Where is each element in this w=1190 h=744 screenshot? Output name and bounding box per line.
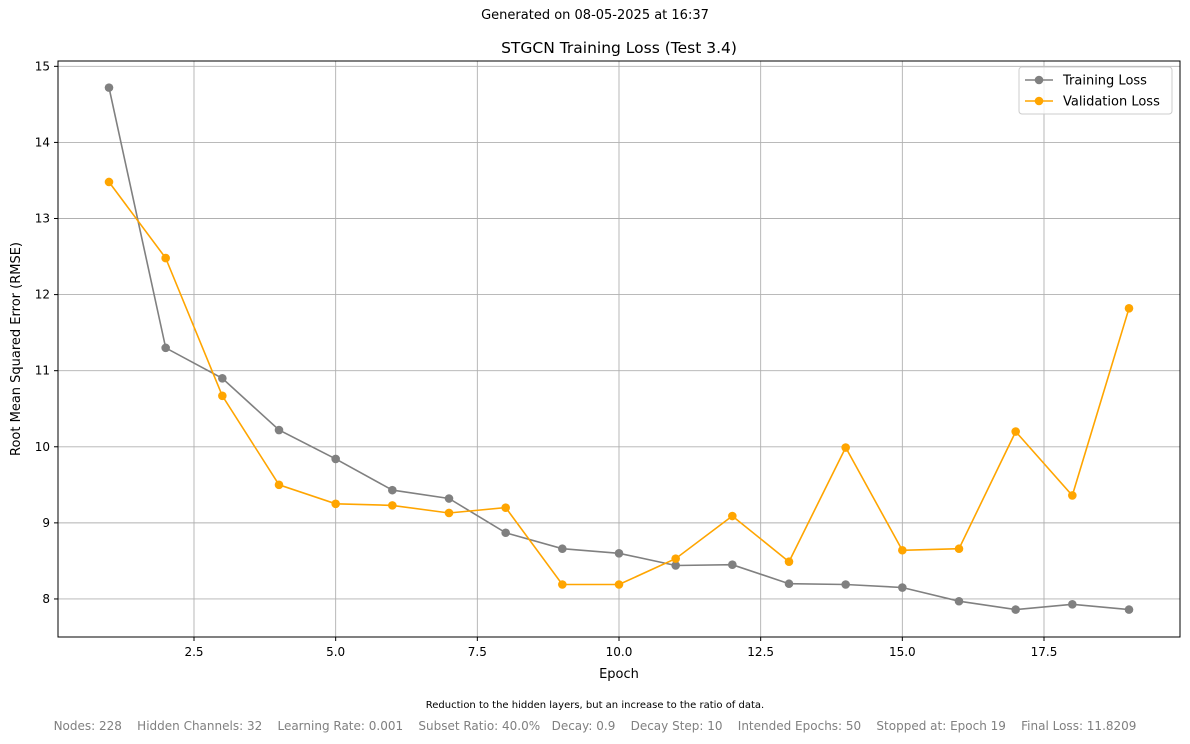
- data-point-validation: [841, 443, 850, 452]
- data-point-validation: [501, 503, 510, 512]
- y-axis-label: Root Mean Squared Error (RMSE): [9, 242, 24, 456]
- x-axis-label: Epoch: [599, 667, 639, 682]
- data-point-validation: [161, 253, 170, 263]
- data-point-training: [388, 485, 397, 495]
- x-tick-label: 7.5: [468, 645, 487, 659]
- data-point-validation: [331, 499, 340, 509]
- data-point-validation: [671, 554, 680, 563]
- data-point-training: [1068, 599, 1077, 609]
- legend-box: [1018, 66, 1173, 115]
- y-tick-label: 13: [35, 212, 50, 226]
- data-point-validation: [1068, 491, 1077, 500]
- data-point-training: [1124, 605, 1134, 614]
- data-point-validation: [388, 501, 397, 510]
- data-point-training: [104, 83, 114, 92]
- data-point-training: [274, 425, 284, 435]
- generated-timestamp: Generated on 08-05-2025 at 16:37: [481, 8, 709, 23]
- y-tick-label: 10: [35, 440, 50, 454]
- data-point-training: [841, 580, 850, 589]
- y-tick-label: 9: [42, 516, 50, 530]
- x-tick-label: 12.5: [747, 645, 774, 659]
- run-description: Reduction to the hidden layers, but an i…: [425, 700, 765, 711]
- x-tick-label: 10.0: [606, 645, 633, 659]
- y-tick-label: 11: [35, 364, 50, 378]
- legend-label-validation: Validation Loss: [1063, 95, 1160, 110]
- data-point-training: [444, 494, 454, 503]
- data-point-training: [218, 373, 227, 383]
- y-tick-label: 15: [35, 59, 50, 73]
- legend-label-training: Training Loss: [1062, 74, 1147, 89]
- x-tick-label: 2.5: [184, 645, 203, 659]
- x-tick-label: 5.0: [326, 645, 345, 659]
- run-parameters-footer: Nodes: 228 Hidden Channels: 32 Learning …: [53, 719, 1137, 733]
- data-point-validation: [898, 545, 907, 555]
- y-tick-label: 14: [35, 135, 50, 149]
- data-point-training: [671, 561, 680, 570]
- chart-title: STGCN Training Loss (Test 3.4): [501, 39, 737, 57]
- y-tick-label: 8: [42, 592, 50, 606]
- data-point-training: [954, 596, 964, 606]
- data-point-validation: [1124, 303, 1134, 313]
- data-point-validation: [1011, 427, 1020, 436]
- data-point-training: [614, 549, 624, 558]
- x-tick-label: 17.5: [1031, 645, 1058, 659]
- y-tick-label: 12: [35, 288, 50, 302]
- data-point-training: [501, 528, 510, 538]
- legend-marker-training: [1034, 75, 1044, 85]
- data-point-training: [898, 583, 907, 592]
- data-point-training: [558, 544, 567, 554]
- data-point-training: [331, 454, 340, 464]
- legend-marker-validation: [1034, 96, 1044, 106]
- data-point-validation: [274, 480, 284, 490]
- data-point-training: [1011, 605, 1020, 614]
- data-point-validation: [558, 580, 567, 589]
- data-point-validation: [728, 511, 737, 521]
- data-point-validation: [104, 177, 114, 187]
- data-point-validation: [784, 557, 794, 566]
- data-point-training: [784, 579, 794, 589]
- plot-area-frame: [57, 60, 1181, 638]
- data-point-training: [161, 343, 170, 353]
- x-tick-label: 15.0: [889, 645, 916, 659]
- data-point-validation: [614, 580, 624, 589]
- data-point-validation: [218, 391, 227, 401]
- data-point-training: [728, 560, 737, 570]
- data-point-validation: [954, 544, 964, 554]
- data-point-validation: [444, 508, 454, 518]
